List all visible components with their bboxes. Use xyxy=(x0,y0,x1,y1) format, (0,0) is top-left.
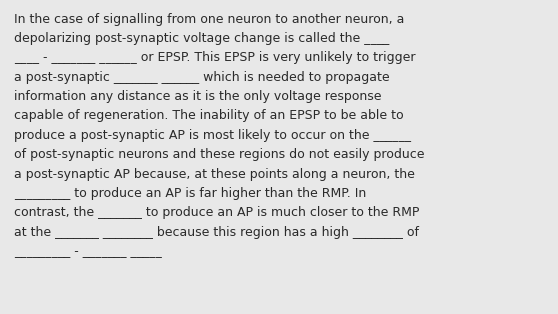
Text: capable of regeneration. The inability of an EPSP to be able to: capable of regeneration. The inability o… xyxy=(14,110,403,122)
Text: at the _______ ________ because this region has a high ________ of: at the _______ ________ because this reg… xyxy=(14,226,419,239)
Text: In the case of signalling from one neuron to another neuron, a: In the case of signalling from one neuro… xyxy=(14,13,405,25)
Text: depolarizing post-synaptic voltage change is called the ____: depolarizing post-synaptic voltage chang… xyxy=(14,32,389,45)
Text: produce a post-synaptic AP is most likely to occur on the ______: produce a post-synaptic AP is most likel… xyxy=(14,129,411,142)
Text: a post-synaptic AP because, at these points along a neuron, the: a post-synaptic AP because, at these poi… xyxy=(14,168,415,181)
Text: ____ - _______ ______ or EPSP. This EPSP is very unlikely to trigger: ____ - _______ ______ or EPSP. This EPSP… xyxy=(14,51,416,64)
Text: a post-synaptic _______ ______ which is needed to propagate: a post-synaptic _______ ______ which is … xyxy=(14,71,389,84)
Text: contrast, the _______ to produce an AP is much closer to the RMP: contrast, the _______ to produce an AP i… xyxy=(14,206,419,219)
Text: of post-synaptic neurons and these regions do not easily produce: of post-synaptic neurons and these regio… xyxy=(14,148,425,161)
Text: _________ to produce an AP is far higher than the RMP. In: _________ to produce an AP is far higher… xyxy=(14,187,366,200)
Text: _________ - _______ _____: _________ - _______ _____ xyxy=(14,245,162,258)
Text: information any distance as it is the only voltage response: information any distance as it is the on… xyxy=(14,90,382,103)
